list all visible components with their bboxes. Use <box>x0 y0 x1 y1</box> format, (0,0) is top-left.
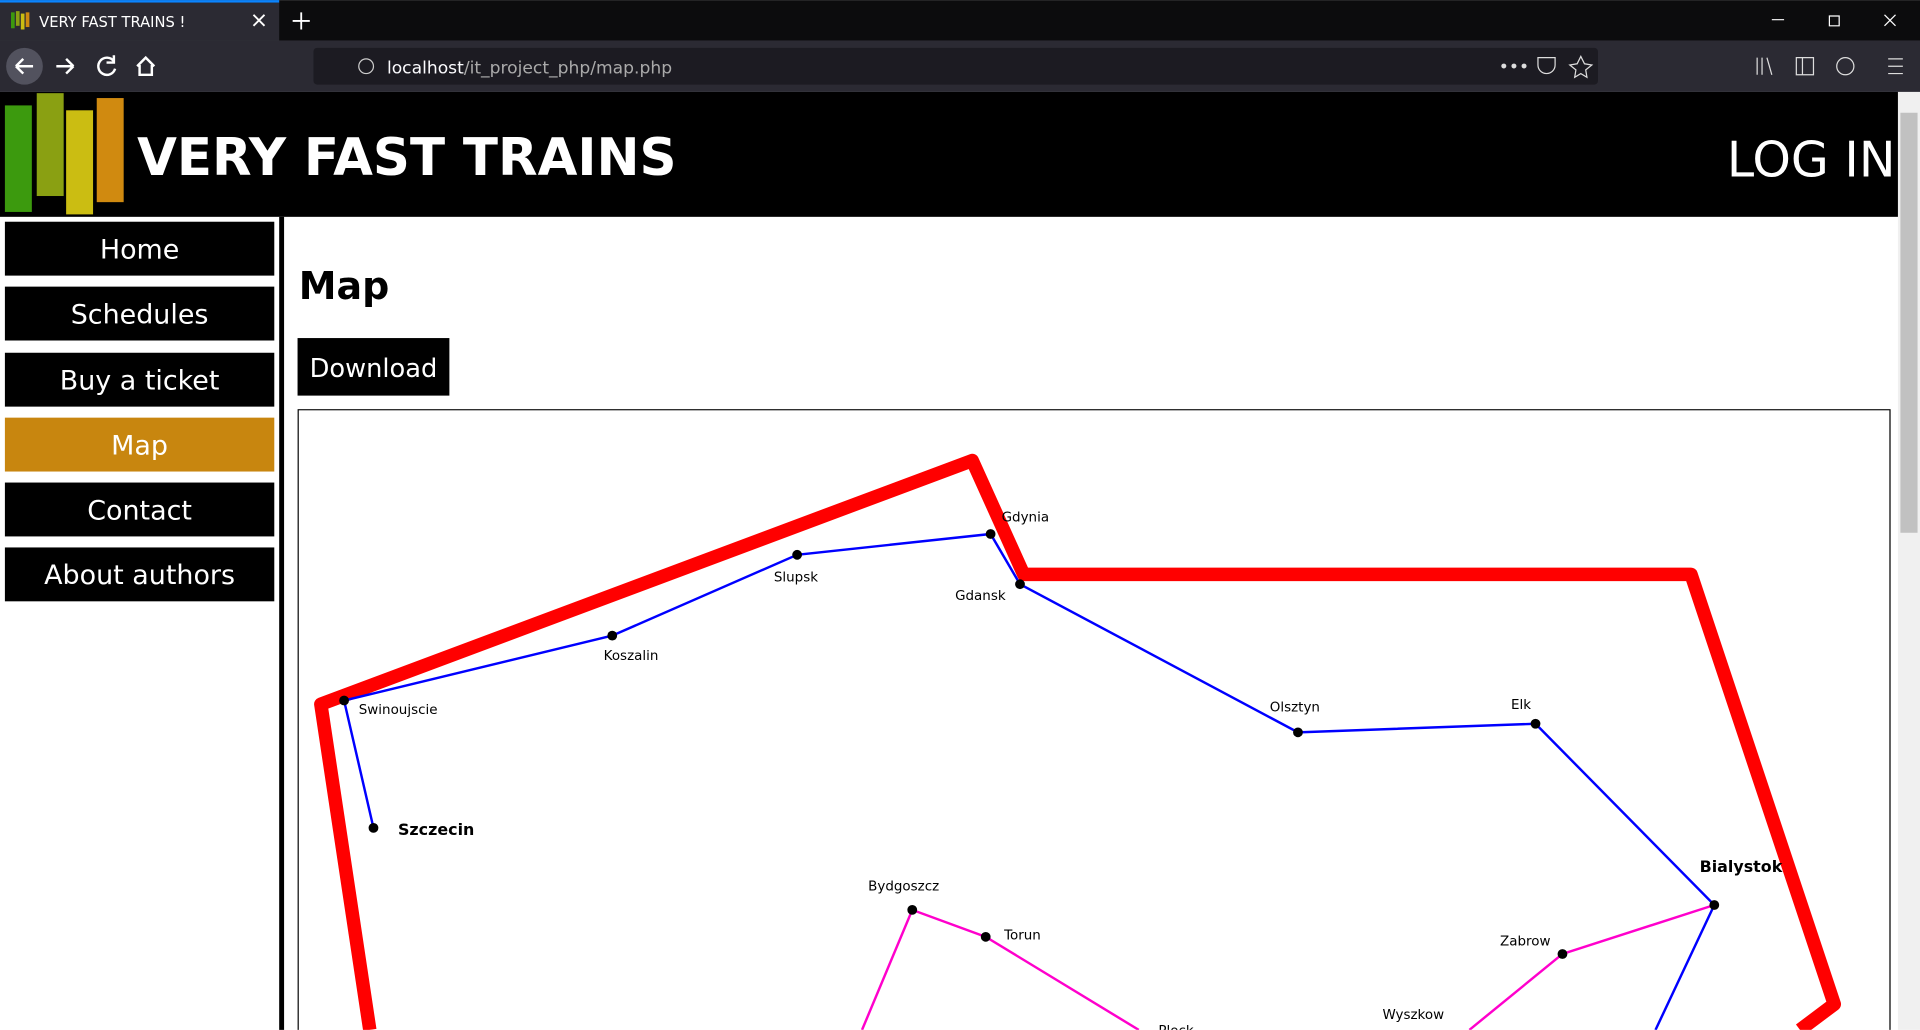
toolbar-icons[interactable] <box>1756 57 1903 76</box>
download-label: Download <box>310 354 438 384</box>
city-label: Torun <box>1003 928 1041 943</box>
nav-button[interactable] <box>4 547 275 602</box>
url-path: /it_project_php/map.php <box>464 59 672 79</box>
route <box>860 908 1140 1030</box>
url: localhost/it_project_php/map.php <box>387 59 672 79</box>
city-dot <box>1557 949 1568 959</box>
city-dot <box>607 630 618 641</box>
logo-bar <box>96 98 124 203</box>
nav-button[interactable] <box>4 417 275 472</box>
tab-strip <box>0 0 1920 41</box>
city-dot <box>1015 579 1025 590</box>
logo-bar <box>66 110 94 215</box>
sidebar-divider <box>279 216 285 1030</box>
city-label: Bialystok <box>1700 857 1783 876</box>
city-label: Swinoujscie <box>359 703 438 718</box>
city-label: Bydgoszcz <box>868 879 939 894</box>
nav-button[interactable] <box>4 221 275 276</box>
nav-label: Buy a ticket <box>60 365 220 396</box>
nav-button[interactable] <box>4 482 275 537</box>
tab-close[interactable] <box>252 14 266 27</box>
window-controls[interactable] <box>1771 14 1896 27</box>
active-tab[interactable] <box>0 0 280 41</box>
scrollbar-thumb[interactable] <box>1900 112 1918 533</box>
city-dot <box>1293 727 1303 738</box>
login-link[interactable]: LOG IN <box>1727 131 1896 188</box>
city-label: Plock <box>1158 1024 1193 1030</box>
info-icon[interactable] <box>358 58 375 75</box>
site-title: VERY FAST TRAINS <box>137 128 676 188</box>
route <box>342 532 1716 1030</box>
toolbar-icons[interactable] <box>1537 55 1594 79</box>
city-dot <box>1530 718 1541 729</box>
border <box>314 453 1842 1030</box>
account-icon[interactable] <box>1836 57 1855 76</box>
nav-arrows[interactable] <box>15 58 75 75</box>
nav-label: Home <box>100 234 180 265</box>
url-host: localhost <box>387 59 464 79</box>
map: Gdynia Slupsk Gdansk Koszalin Swinoujscie Ols… <box>297 409 1891 1030</box>
nav-label: Schedules <box>71 299 209 330</box>
city-dot <box>368 822 379 833</box>
city-label: Slupsk <box>774 571 818 586</box>
city-label: Wyszkow <box>1382 1008 1444 1023</box>
nav-button[interactable] <box>4 286 275 341</box>
city-label: Szczecin <box>398 820 474 839</box>
city-label: Gdynia <box>1002 511 1049 526</box>
city-label: Olsztyn <box>1270 701 1320 716</box>
nav-button[interactable] <box>4 352 275 407</box>
map-frame <box>297 409 1891 1030</box>
tab-title: VERY FAST TRAINS ! <box>39 14 185 31</box>
nav-label: Contact <box>87 495 192 526</box>
logo-bar <box>4 105 32 212</box>
page-actions[interactable]: ••• <box>1499 57 1529 77</box>
tab-icon <box>25 12 30 28</box>
city-label: Koszalin <box>604 649 659 664</box>
tab-indicator <box>0 0 280 3</box>
nav-label: Map <box>111 430 168 461</box>
site-header <box>0 91 1898 217</box>
sidebar: Home Schedules Buy a ticket Map Contact About… <box>4 221 275 602</box>
city-dot <box>1709 900 1720 910</box>
new-tab[interactable] <box>292 12 310 30</box>
home[interactable] <box>136 55 156 77</box>
url-bar[interactable] <box>313 47 1598 85</box>
city-label: Gdansk <box>955 589 1006 604</box>
page-heading: Map <box>299 264 390 308</box>
city-dot <box>907 905 918 915</box>
tab-icon <box>20 13 25 30</box>
tab-icon <box>11 12 15 29</box>
nav-label: About authors <box>44 560 235 591</box>
reload[interactable] <box>97 55 117 76</box>
city-label: Zabrow <box>1500 934 1550 949</box>
city-dot <box>980 931 991 942</box>
city-dot <box>792 549 803 560</box>
logo-bar <box>36 93 64 197</box>
tab-icon <box>15 11 20 26</box>
city-dot <box>339 695 349 706</box>
download-button[interactable] <box>297 338 450 396</box>
city-label: Elk <box>1511 698 1531 713</box>
city-dot <box>985 529 996 539</box>
